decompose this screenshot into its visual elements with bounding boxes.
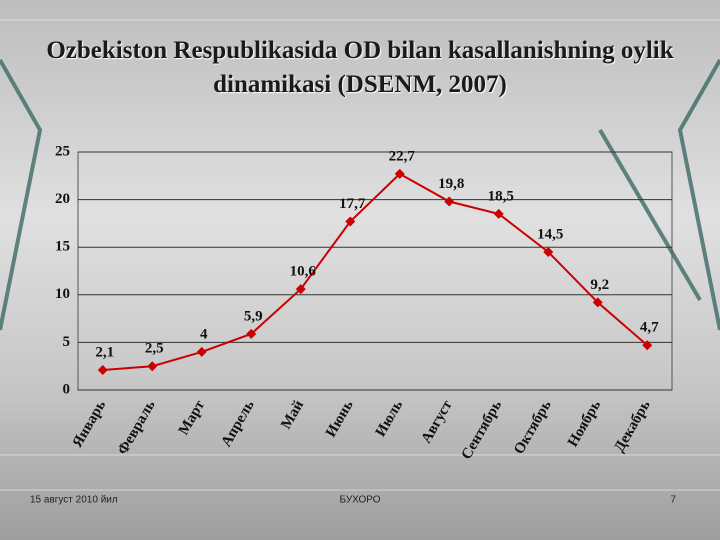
data-label: 5,9: [244, 308, 263, 324]
background-grid: [0, 19, 720, 491]
x-tick-label: Март: [176, 397, 209, 438]
data-point: [97, 365, 108, 376]
y-tick-label: 25: [55, 143, 70, 159]
data-label: 4,7: [640, 320, 659, 336]
y-tick-label: 15: [55, 239, 70, 255]
data-point: [543, 246, 554, 257]
data-point: [493, 208, 504, 219]
data-label: 9,2: [590, 277, 609, 293]
x-tick-label: Август: [418, 397, 456, 446]
x-tick-label: Январь: [70, 398, 110, 451]
x-tick-label: Июль: [373, 398, 406, 440]
x-tick-label: Декабрь: [611, 398, 653, 455]
data-point: [394, 168, 405, 179]
data-point: [345, 216, 356, 227]
footer-place: БУХОРО: [339, 495, 380, 506]
x-tick-label: Февраль: [115, 398, 159, 458]
data-line: [102, 172, 648, 372]
background-decor: [0, 59, 720, 331]
data-label: 14,5: [537, 226, 563, 242]
data-label: 19,8: [438, 176, 464, 192]
data-point: [295, 284, 306, 295]
x-tick-label: Сентябрь: [459, 398, 506, 463]
plot-area: [77, 151, 673, 391]
x-tick-label: Май: [278, 397, 307, 432]
data-point: [444, 196, 455, 207]
y-tick-label: 10: [55, 286, 70, 302]
data-point: [592, 297, 603, 308]
footer-date: 15 август 2010 йил: [30, 495, 118, 506]
x-tick-label: Октябрь: [511, 398, 555, 457]
data-label: 10,6: [290, 264, 317, 280]
data-label: 22,7: [389, 148, 416, 164]
footer-page: 7: [670, 495, 676, 506]
y-tick-label: 20: [55, 191, 70, 207]
data-label: 18,5: [488, 188, 514, 204]
chart-title: Ozbekiston Respublikasida OD bilan kasal…: [46, 37, 674, 98]
x-tick-label: Июнь: [323, 398, 357, 440]
y-tick-label: 5: [63, 334, 71, 350]
data-point: [196, 346, 207, 357]
data-label: 2,5: [145, 341, 164, 357]
data-point: [642, 340, 653, 351]
data-label: 2,1: [95, 344, 114, 360]
x-tick-label: Апрель: [218, 398, 257, 450]
data-point: [246, 328, 257, 339]
x-tick-label: Ноябрь: [565, 398, 604, 450]
y-tick-label: 0: [63, 381, 71, 397]
data-label: 4: [200, 326, 208, 342]
data-label: 17,7: [339, 196, 366, 212]
data-point: [147, 361, 158, 372]
